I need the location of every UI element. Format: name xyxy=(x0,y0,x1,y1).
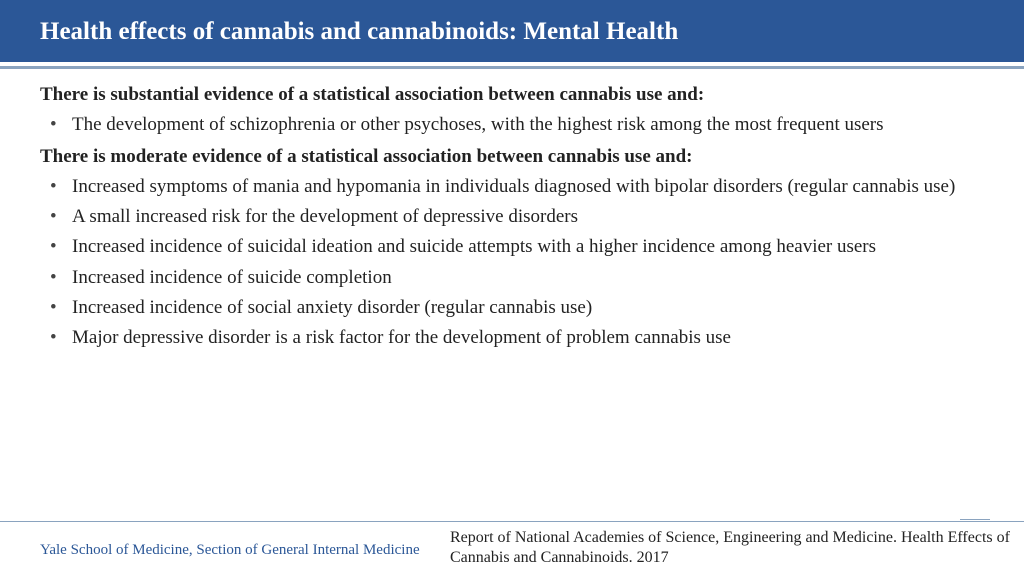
footer-citation: Report of National Academies of Science,… xyxy=(450,528,1010,568)
slide-content: There is substantial evidence of a stati… xyxy=(0,69,1024,576)
list-item: The development of schizophrenia or othe… xyxy=(68,113,984,137)
list-item: Increased symptoms of mania and hypomani… xyxy=(68,175,984,199)
list-item: Increased incidence of suicide completio… xyxy=(68,266,984,290)
list-item: Increased incidence of social anxiety di… xyxy=(68,296,984,320)
section-lead-1: There is moderate evidence of a statisti… xyxy=(40,145,984,169)
slide-title: Health effects of cannabis and cannabino… xyxy=(40,18,984,46)
list-item: Increased incidence of suicidal ideation… xyxy=(68,235,984,259)
slide-footer: Yale School of Medicine, Section of Gene… xyxy=(0,521,1024,576)
bullet-list-1: Increased symptoms of mania and hypomani… xyxy=(40,175,984,351)
list-item: A small increased risk for the developme… xyxy=(68,205,984,229)
footer-affiliation: Yale School of Medicine, Section of Gene… xyxy=(40,528,420,559)
footer-row: Yale School of Medicine, Section of Gene… xyxy=(0,524,1024,576)
footer-divider xyxy=(0,521,1024,523)
bullet-list-0: The development of schizophrenia or othe… xyxy=(40,113,984,137)
list-item: Major depressive disorder is a risk fact… xyxy=(68,326,984,350)
section-lead-0: There is substantial evidence of a stati… xyxy=(40,83,984,107)
slide-header: Health effects of cannabis and cannabino… xyxy=(0,0,1024,62)
slide: Health effects of cannabis and cannabino… xyxy=(0,0,1024,576)
